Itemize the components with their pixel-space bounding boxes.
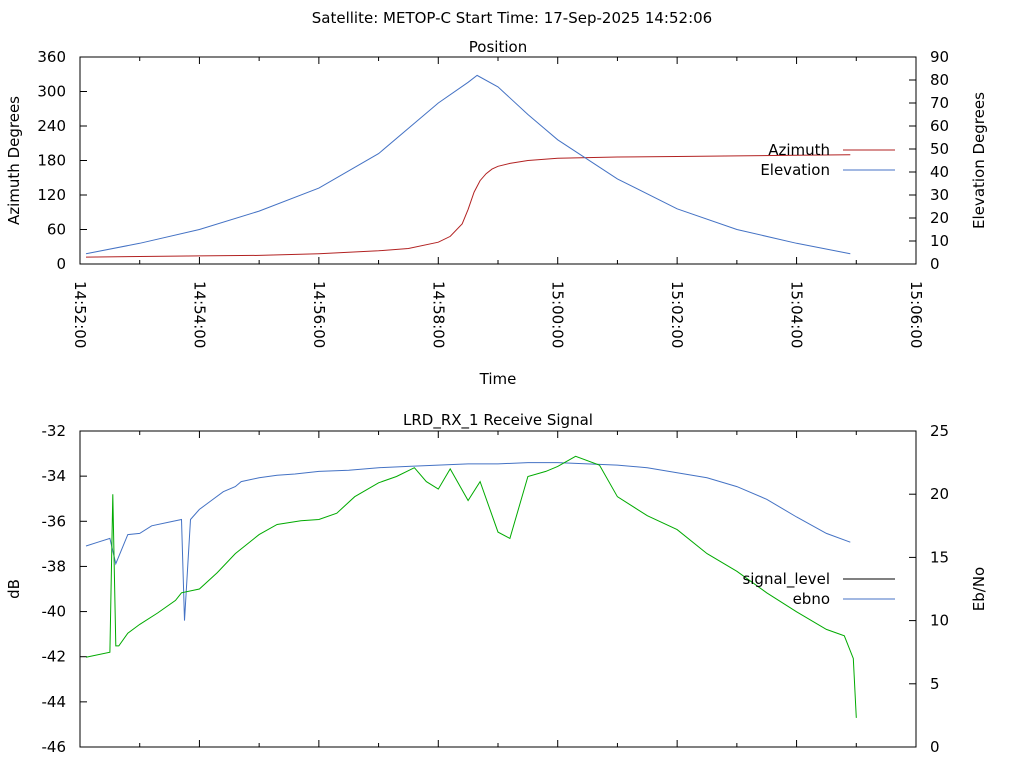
y-left-axis-label: Azimuth Degrees <box>5 96 23 225</box>
y-right-tick-label: 5 <box>930 675 940 693</box>
chart-title: LRD_RX_1 Receive Signal <box>403 411 593 430</box>
y-right-tick-label: 0 <box>930 738 940 756</box>
chart-title: Position <box>469 38 527 56</box>
y-right-tick-label: 50 <box>930 140 949 158</box>
x-tick-label: 15:06:00 <box>907 281 925 348</box>
y-left-tick-label: -32 <box>42 422 67 440</box>
y-right-tick-label: 20 <box>930 485 949 503</box>
y-left-tick-label: -34 <box>42 467 67 485</box>
plot-frame <box>79 430 917 748</box>
x-tick-label: 15:02:00 <box>668 281 686 348</box>
y-right-axis-label: Elevation Degrees <box>970 92 988 229</box>
legend-label: Elevation <box>760 161 830 179</box>
y-right-tick-label: 25 <box>930 422 949 440</box>
y-right-tick-label: 0 <box>930 255 940 273</box>
y-right-tick-label: 90 <box>930 48 949 66</box>
x-tick-label: 14:56:00 <box>310 281 328 348</box>
legend-label: signal_level <box>742 570 830 589</box>
y-left-tick-label: -36 <box>42 512 67 530</box>
y-left-tick-label: 360 <box>37 48 66 66</box>
y-left-tick-label: -46 <box>42 738 67 756</box>
x-tick-label: 15:04:00 <box>788 281 806 348</box>
y-right-tick-label: 70 <box>930 94 949 112</box>
legend-label: Azimuth <box>768 141 830 159</box>
series-line-trace <box>85 455 857 718</box>
series-line-ebno <box>85 462 851 621</box>
receive-signal-chart: -46 -44 -42 -40 -38 -36 -34 -32 0 5 10 15 20 25 LRD_RX… <box>5 411 988 756</box>
x-tick-label: 14:58:00 <box>429 281 447 348</box>
x-tick-label: 14:54:00 <box>190 281 208 348</box>
y-left-tick-label: 240 <box>37 117 66 135</box>
y-left-tick-label: 120 <box>37 186 66 204</box>
y-left-axis-label: dB <box>5 579 23 599</box>
y-left-tick-label: 180 <box>37 152 66 170</box>
y-left-tick-label: -44 <box>42 693 67 711</box>
y-left-tick-label: -42 <box>42 648 67 666</box>
figure-title: Satellite: METOP-C Start Time: 17-Sep-20… <box>312 9 712 27</box>
y-left-tick-label: 60 <box>47 221 66 239</box>
x-tick-label: 14:52:00 <box>71 281 89 348</box>
y-right-tick-label: 60 <box>930 117 949 135</box>
y-right-tick-label: 40 <box>930 163 949 181</box>
y-right-tick-label: 20 <box>930 209 949 227</box>
y-left-tick-label: -38 <box>42 557 67 575</box>
y-right-tick-label: 10 <box>930 612 949 630</box>
x-tick-label: 15:00:00 <box>549 281 567 348</box>
x-axis-label: Time <box>479 370 517 388</box>
y-left-tick-label: 0 <box>56 255 66 273</box>
y-right-tick-label: 80 <box>930 71 949 89</box>
legend-label: ebno <box>793 590 830 608</box>
y-right-tick-label: 10 <box>930 232 949 250</box>
series-line-Azimuth <box>85 154 851 258</box>
y-right-axis-label: Eb/No <box>970 567 988 611</box>
y-right-tick-label: 30 <box>930 186 949 204</box>
position-chart: 14:52:00 14:54:00 14:56:00 14:58:00 15:00:00… <box>5 38 988 388</box>
series-line-Elevation <box>85 74 851 255</box>
y-left-tick-label: -40 <box>42 603 67 621</box>
y-right-tick-label: 15 <box>930 548 949 566</box>
y-left-tick-label: 300 <box>37 83 66 101</box>
